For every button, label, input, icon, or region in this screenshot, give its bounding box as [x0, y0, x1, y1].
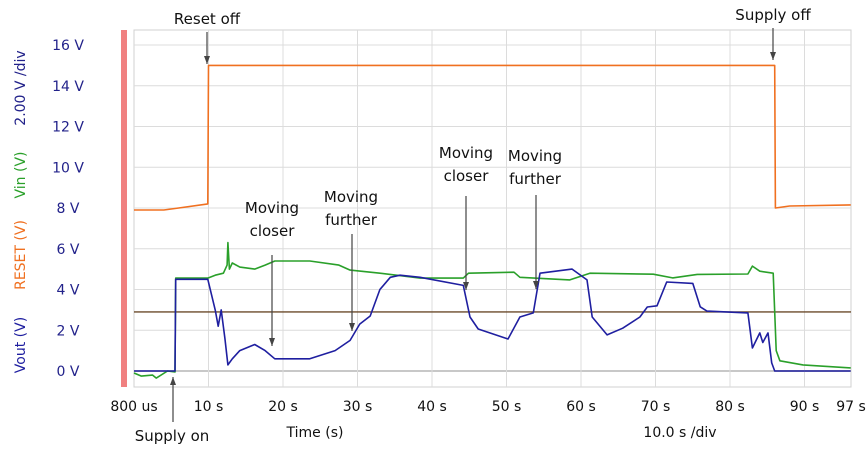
annotation-text: closer [444, 167, 490, 185]
arrow-head-icon [533, 281, 539, 289]
y-tick-label: 4 V [57, 283, 80, 299]
y-tick-label: 12 V [52, 120, 84, 136]
annotation-moving-further-2: Moving further [508, 147, 562, 289]
annotation-text: Supply off [735, 6, 811, 24]
y-axis-labels: Vout (V) RESET (V) Vin (V) 2.00 V /div [13, 50, 29, 373]
annotation-text: Moving [439, 144, 493, 162]
annotation-text: Moving [245, 199, 299, 217]
y-tick-label: 2 V [57, 323, 80, 339]
annotation-text: further [509, 170, 562, 188]
channel-marker-bar [121, 30, 127, 387]
annotation-supply-off: Supply off [735, 6, 811, 60]
arrow-head-icon [170, 377, 176, 385]
annotation-text: Moving [324, 188, 378, 206]
x-tick-label: 800 us [110, 399, 157, 415]
annotation-moving-closer-1: Moving closer [245, 199, 299, 346]
y-scale-label: 2.00 V /div [13, 50, 29, 125]
series-line-vout [134, 268, 851, 372]
annotation-text: Moving [508, 147, 562, 165]
x-tick-label: 97 s [836, 399, 866, 415]
series-group [133, 64, 851, 379]
annotation-reset-off: Reset off [174, 10, 241, 64]
arrow-head-icon [349, 323, 355, 331]
annotation-text: closer [250, 222, 296, 240]
y-tick-label: 0 V [57, 364, 80, 380]
x-tick-label: 60 s [566, 399, 596, 415]
x-tick-label: 20 s [268, 399, 298, 415]
series-line-vin [133, 241, 851, 379]
y-axis-label: RESET (V) [13, 220, 29, 290]
y-tick-label: 6 V [57, 242, 80, 258]
arrow-head-icon [463, 282, 469, 290]
y-tick-labels: 0 V 2 V 4 V 6 V 8 V 10 V 12 V 14 V 16 V [52, 38, 84, 380]
x-tick-labels: 800 us 10 s 20 s 30 s 40 s 50 s 60 s 70 s 80 s 90… [110, 399, 865, 415]
arrow-head-icon [770, 52, 776, 60]
y-tick-label: 10 V [52, 160, 84, 176]
x-tick-label: 40 s [417, 399, 447, 415]
annotation-text: Reset off [174, 10, 241, 28]
y-tick-label: 16 V [52, 38, 84, 54]
arrow-head-icon [269, 338, 275, 346]
y-tick-label: 14 V [52, 79, 84, 95]
annotations: Reset off Supply off Supply on Moving closer… [135, 6, 812, 445]
arrow-head-icon [204, 56, 210, 64]
x-tick-label: 80 s [715, 399, 745, 415]
series-line-reset [134, 64, 851, 211]
annotation-moving-closer-2: Moving closer [439, 144, 493, 290]
x-tick-label: 10 s [194, 399, 224, 415]
y-axis-label: Vin (V) [13, 152, 29, 199]
x-axis-label: Time (s) [286, 425, 344, 441]
x-tick-label: 30 s [343, 399, 373, 415]
annotation-text: further [325, 211, 378, 229]
y-axis-label: Vout (V) [13, 317, 29, 373]
y-tick-label: 8 V [57, 201, 80, 217]
annotation-text: Supply on [135, 427, 210, 445]
x-tick-label: 70 s [641, 399, 671, 415]
annotation-supply-on: Supply on [135, 377, 210, 445]
annotation-moving-further-1: Moving further [324, 188, 378, 331]
x-tick-label: 90 s [790, 399, 820, 415]
x-tick-label: 50 s [492, 399, 522, 415]
x-scale-label: 10.0 s /div [643, 425, 716, 441]
